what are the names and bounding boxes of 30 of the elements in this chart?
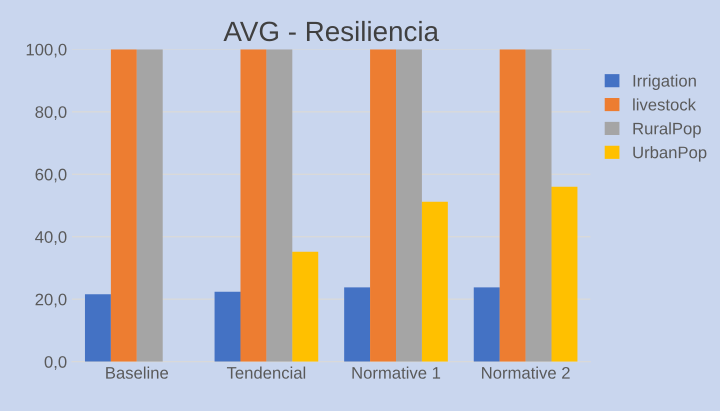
y-tick-label: 60,0 bbox=[36, 168, 66, 182]
x-tick-label: Baseline bbox=[106, 366, 168, 379]
y-tick-label: 40,0 bbox=[35, 231, 66, 245]
bar bbox=[84, 294, 111, 362]
chart-title: AVG - Resiliencia bbox=[223, 20, 440, 42]
bar bbox=[240, 49, 266, 362]
bar bbox=[500, 49, 526, 362]
legend-label: Irrigation bbox=[634, 74, 696, 90]
bar bbox=[396, 49, 422, 362]
bar bbox=[526, 49, 552, 362]
bar bbox=[370, 49, 396, 362]
bar bbox=[214, 292, 240, 362]
bar bbox=[552, 186, 578, 362]
bar bbox=[110, 49, 137, 362]
y-tick-label: 80,0 bbox=[35, 106, 66, 120]
legend-label: RuralPop bbox=[633, 122, 701, 138]
y-tick-label: 20,0 bbox=[36, 294, 66, 308]
bar bbox=[344, 287, 370, 362]
x-tick-label: Normative 1 bbox=[352, 366, 440, 379]
x-tick-label: Normative 2 bbox=[482, 366, 570, 379]
legend-label: livestock bbox=[633, 98, 696, 111]
y-tick-label: 0,0 bbox=[44, 356, 66, 370]
y-tick-label: 100,0 bbox=[26, 44, 66, 58]
bar bbox=[266, 49, 292, 362]
bar bbox=[292, 252, 318, 362]
x-tick-label: Tendencial bbox=[226, 366, 306, 379]
legend-label: UrbanPop bbox=[633, 146, 706, 162]
bar bbox=[474, 287, 500, 362]
bar bbox=[422, 202, 448, 362]
bar bbox=[136, 49, 163, 362]
